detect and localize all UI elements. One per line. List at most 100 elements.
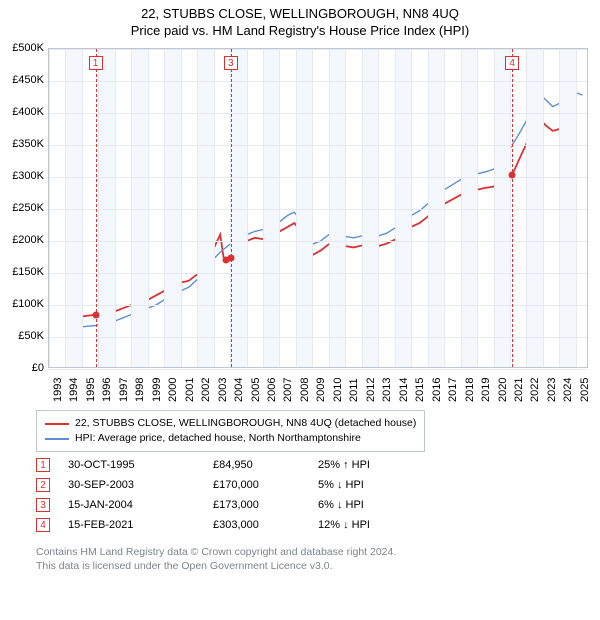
transaction-index: 4 bbox=[36, 518, 50, 532]
gridline-h bbox=[49, 209, 587, 210]
x-tick-label: 2008 bbox=[299, 378, 311, 402]
x-tick-label: 1995 bbox=[85, 378, 97, 402]
year-band bbox=[362, 49, 378, 367]
x-tick-label: 2013 bbox=[381, 378, 393, 402]
x-tick-label: 2014 bbox=[398, 378, 410, 402]
gridline-v bbox=[510, 49, 511, 367]
event-marker: 3 bbox=[224, 56, 238, 70]
gridline-h bbox=[49, 241, 587, 242]
transactions-table: 130-OCT-1995£84,95025% ↑ HPI230-SEP-2003… bbox=[36, 455, 370, 535]
gridline-v bbox=[411, 49, 412, 367]
gridline-h bbox=[49, 369, 587, 370]
gridline-h bbox=[49, 113, 587, 114]
year-band bbox=[494, 49, 510, 367]
gridline-v bbox=[461, 49, 462, 367]
x-tick-label: 2001 bbox=[184, 378, 196, 402]
x-tick-label: 2016 bbox=[431, 378, 443, 402]
gridline-v bbox=[543, 49, 544, 367]
y-tick-label: £500K bbox=[4, 42, 44, 54]
gridline-v bbox=[115, 49, 116, 367]
gridline-v bbox=[49, 49, 50, 367]
transaction-delta: 6% ↓ HPI bbox=[318, 499, 364, 511]
y-tick-label: £250K bbox=[4, 202, 44, 214]
y-tick-label: £300K bbox=[4, 170, 44, 182]
transaction-row: 315-JAN-2004£173,0006% ↓ HPI bbox=[36, 495, 370, 515]
transaction-date: 15-FEB-2021 bbox=[68, 519, 213, 531]
transaction-row: 1 30-OCT-1995£84,95025% ↑ HPI bbox=[36, 455, 370, 475]
year-band bbox=[131, 49, 147, 367]
gridline-v bbox=[214, 49, 215, 367]
year-band bbox=[164, 49, 180, 367]
gridline-v bbox=[181, 49, 182, 367]
event-line bbox=[96, 49, 97, 367]
footer-line-1: Contains HM Land Registry data © Crown c… bbox=[36, 545, 396, 559]
footer-line-2: This data is licensed under the Open Gov… bbox=[36, 559, 396, 573]
year-band bbox=[329, 49, 345, 367]
year-band bbox=[65, 49, 81, 367]
transaction-price: £170,000 bbox=[213, 479, 318, 491]
transaction-delta: 5% ↓ HPI bbox=[318, 479, 364, 491]
transaction-price: £173,000 bbox=[213, 499, 318, 511]
gridline-v bbox=[345, 49, 346, 367]
y-tick-label: £200K bbox=[4, 234, 44, 246]
gridline-v bbox=[428, 49, 429, 367]
event-marker: 4 bbox=[505, 56, 519, 70]
chart-title-address: 22, STUBBS CLOSE, WELLINGBOROUGH, NN8 4U… bbox=[0, 6, 600, 21]
x-tick-label: 1996 bbox=[101, 378, 113, 402]
year-band bbox=[526, 49, 542, 367]
legend: 22, STUBBS CLOSE, WELLINGBOROUGH, NN8 4U… bbox=[36, 410, 425, 452]
year-band bbox=[296, 49, 312, 367]
x-tick-label: 2019 bbox=[480, 378, 492, 402]
transaction-delta: 12% ↓ HPI bbox=[318, 519, 370, 531]
transaction-date: 30-SEP-2003 bbox=[68, 479, 213, 491]
x-tick-label: 1998 bbox=[134, 378, 146, 402]
sale-dot bbox=[227, 255, 234, 262]
transaction-price: £84,950 bbox=[213, 459, 318, 471]
transaction-delta: 25% ↑ HPI bbox=[318, 459, 370, 471]
x-tick-label: 2021 bbox=[513, 378, 525, 402]
year-band bbox=[461, 49, 477, 367]
gridline-v bbox=[362, 49, 363, 367]
x-tick-label: 1997 bbox=[118, 378, 130, 402]
gridline-v bbox=[329, 49, 330, 367]
x-tick-label: 2000 bbox=[167, 378, 179, 402]
gridline-h bbox=[49, 81, 587, 82]
chart-container: 22, STUBBS CLOSE, WELLINGBOROUGH, NN8 4U… bbox=[0, 0, 600, 620]
chart-title-sub: Price paid vs. HM Land Registry's House … bbox=[0, 23, 600, 38]
x-tick-label: 2007 bbox=[282, 378, 294, 402]
transaction-index: 1 bbox=[36, 458, 50, 472]
x-tick-label: 1993 bbox=[52, 378, 64, 402]
y-tick-label: £0 bbox=[4, 362, 44, 374]
gridline-v bbox=[494, 49, 495, 367]
gridline-v bbox=[477, 49, 478, 367]
x-tick-label: 2012 bbox=[365, 378, 377, 402]
transaction-date: 30-OCT-1995 bbox=[68, 459, 213, 471]
title-block: 22, STUBBS CLOSE, WELLINGBOROUGH, NN8 4U… bbox=[0, 0, 600, 38]
x-tick-label: 2004 bbox=[233, 378, 245, 402]
y-tick-label: £350K bbox=[4, 138, 44, 150]
x-tick-label: 2023 bbox=[546, 378, 558, 402]
event-line bbox=[512, 49, 513, 367]
legend-swatch bbox=[45, 438, 69, 440]
year-band bbox=[559, 49, 575, 367]
gridline-v bbox=[82, 49, 83, 367]
x-tick-label: 2011 bbox=[348, 378, 360, 402]
x-tick-label: 2025 bbox=[579, 378, 591, 402]
legend-label: HPI: Average price, detached house, Nort… bbox=[75, 431, 361, 446]
gridline-v bbox=[131, 49, 132, 367]
x-tick-label: 2005 bbox=[250, 378, 262, 402]
gridline-h bbox=[49, 177, 587, 178]
x-tick-label: 2003 bbox=[217, 378, 229, 402]
x-tick-label: 1994 bbox=[68, 378, 80, 402]
gridline-v bbox=[247, 49, 248, 367]
event-line bbox=[231, 49, 232, 367]
x-tick-label: 2020 bbox=[497, 378, 509, 402]
year-band bbox=[428, 49, 444, 367]
gridline-v bbox=[98, 49, 99, 367]
x-tick-label: 2022 bbox=[529, 378, 541, 402]
year-band bbox=[263, 49, 279, 367]
gridline-h bbox=[49, 305, 587, 306]
x-tick-label: 2024 bbox=[562, 378, 574, 402]
year-band bbox=[230, 49, 246, 367]
sale-dot bbox=[509, 172, 516, 179]
